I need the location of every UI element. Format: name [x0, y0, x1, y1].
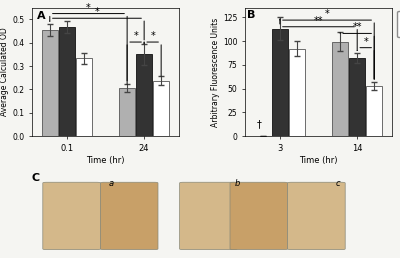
Text: **: ** [314, 16, 323, 26]
Bar [76, 58, 92, 136]
Bar [136, 54, 152, 136]
FancyBboxPatch shape [288, 182, 345, 250]
Bar [153, 80, 169, 136]
Text: *: * [133, 31, 138, 41]
Y-axis label: Average Calculated OD: Average Calculated OD [0, 28, 10, 116]
Bar [366, 86, 382, 136]
Text: **: ** [352, 22, 362, 33]
Bar [119, 88, 135, 136]
FancyBboxPatch shape [43, 182, 100, 250]
Bar [42, 30, 58, 136]
Text: B: B [247, 10, 255, 20]
FancyBboxPatch shape [230, 182, 288, 250]
X-axis label: Time (hr): Time (hr) [299, 156, 338, 165]
Text: *: * [94, 7, 99, 17]
Legend: Dead SeN, SeN, Water: Dead SeN, SeN, Water [397, 11, 400, 37]
Text: *: * [150, 31, 155, 41]
Text: *: * [325, 9, 330, 19]
Text: C: C [32, 173, 40, 183]
Text: *: * [363, 37, 368, 47]
Text: a: a [109, 179, 114, 188]
Bar [59, 27, 75, 136]
Y-axis label: Arbitrary Fluorescence Units: Arbitrary Fluorescence Units [211, 17, 220, 126]
Bar [332, 42, 348, 136]
Text: A: A [38, 11, 46, 21]
Text: †: † [256, 119, 262, 130]
Bar [349, 58, 365, 136]
FancyBboxPatch shape [180, 182, 237, 250]
Text: c: c [336, 179, 340, 188]
Bar [272, 29, 288, 136]
Text: *: * [86, 3, 91, 13]
X-axis label: Time (hr): Time (hr) [86, 156, 125, 165]
Text: b: b [234, 179, 240, 188]
Bar [289, 49, 305, 136]
FancyBboxPatch shape [100, 182, 158, 250]
